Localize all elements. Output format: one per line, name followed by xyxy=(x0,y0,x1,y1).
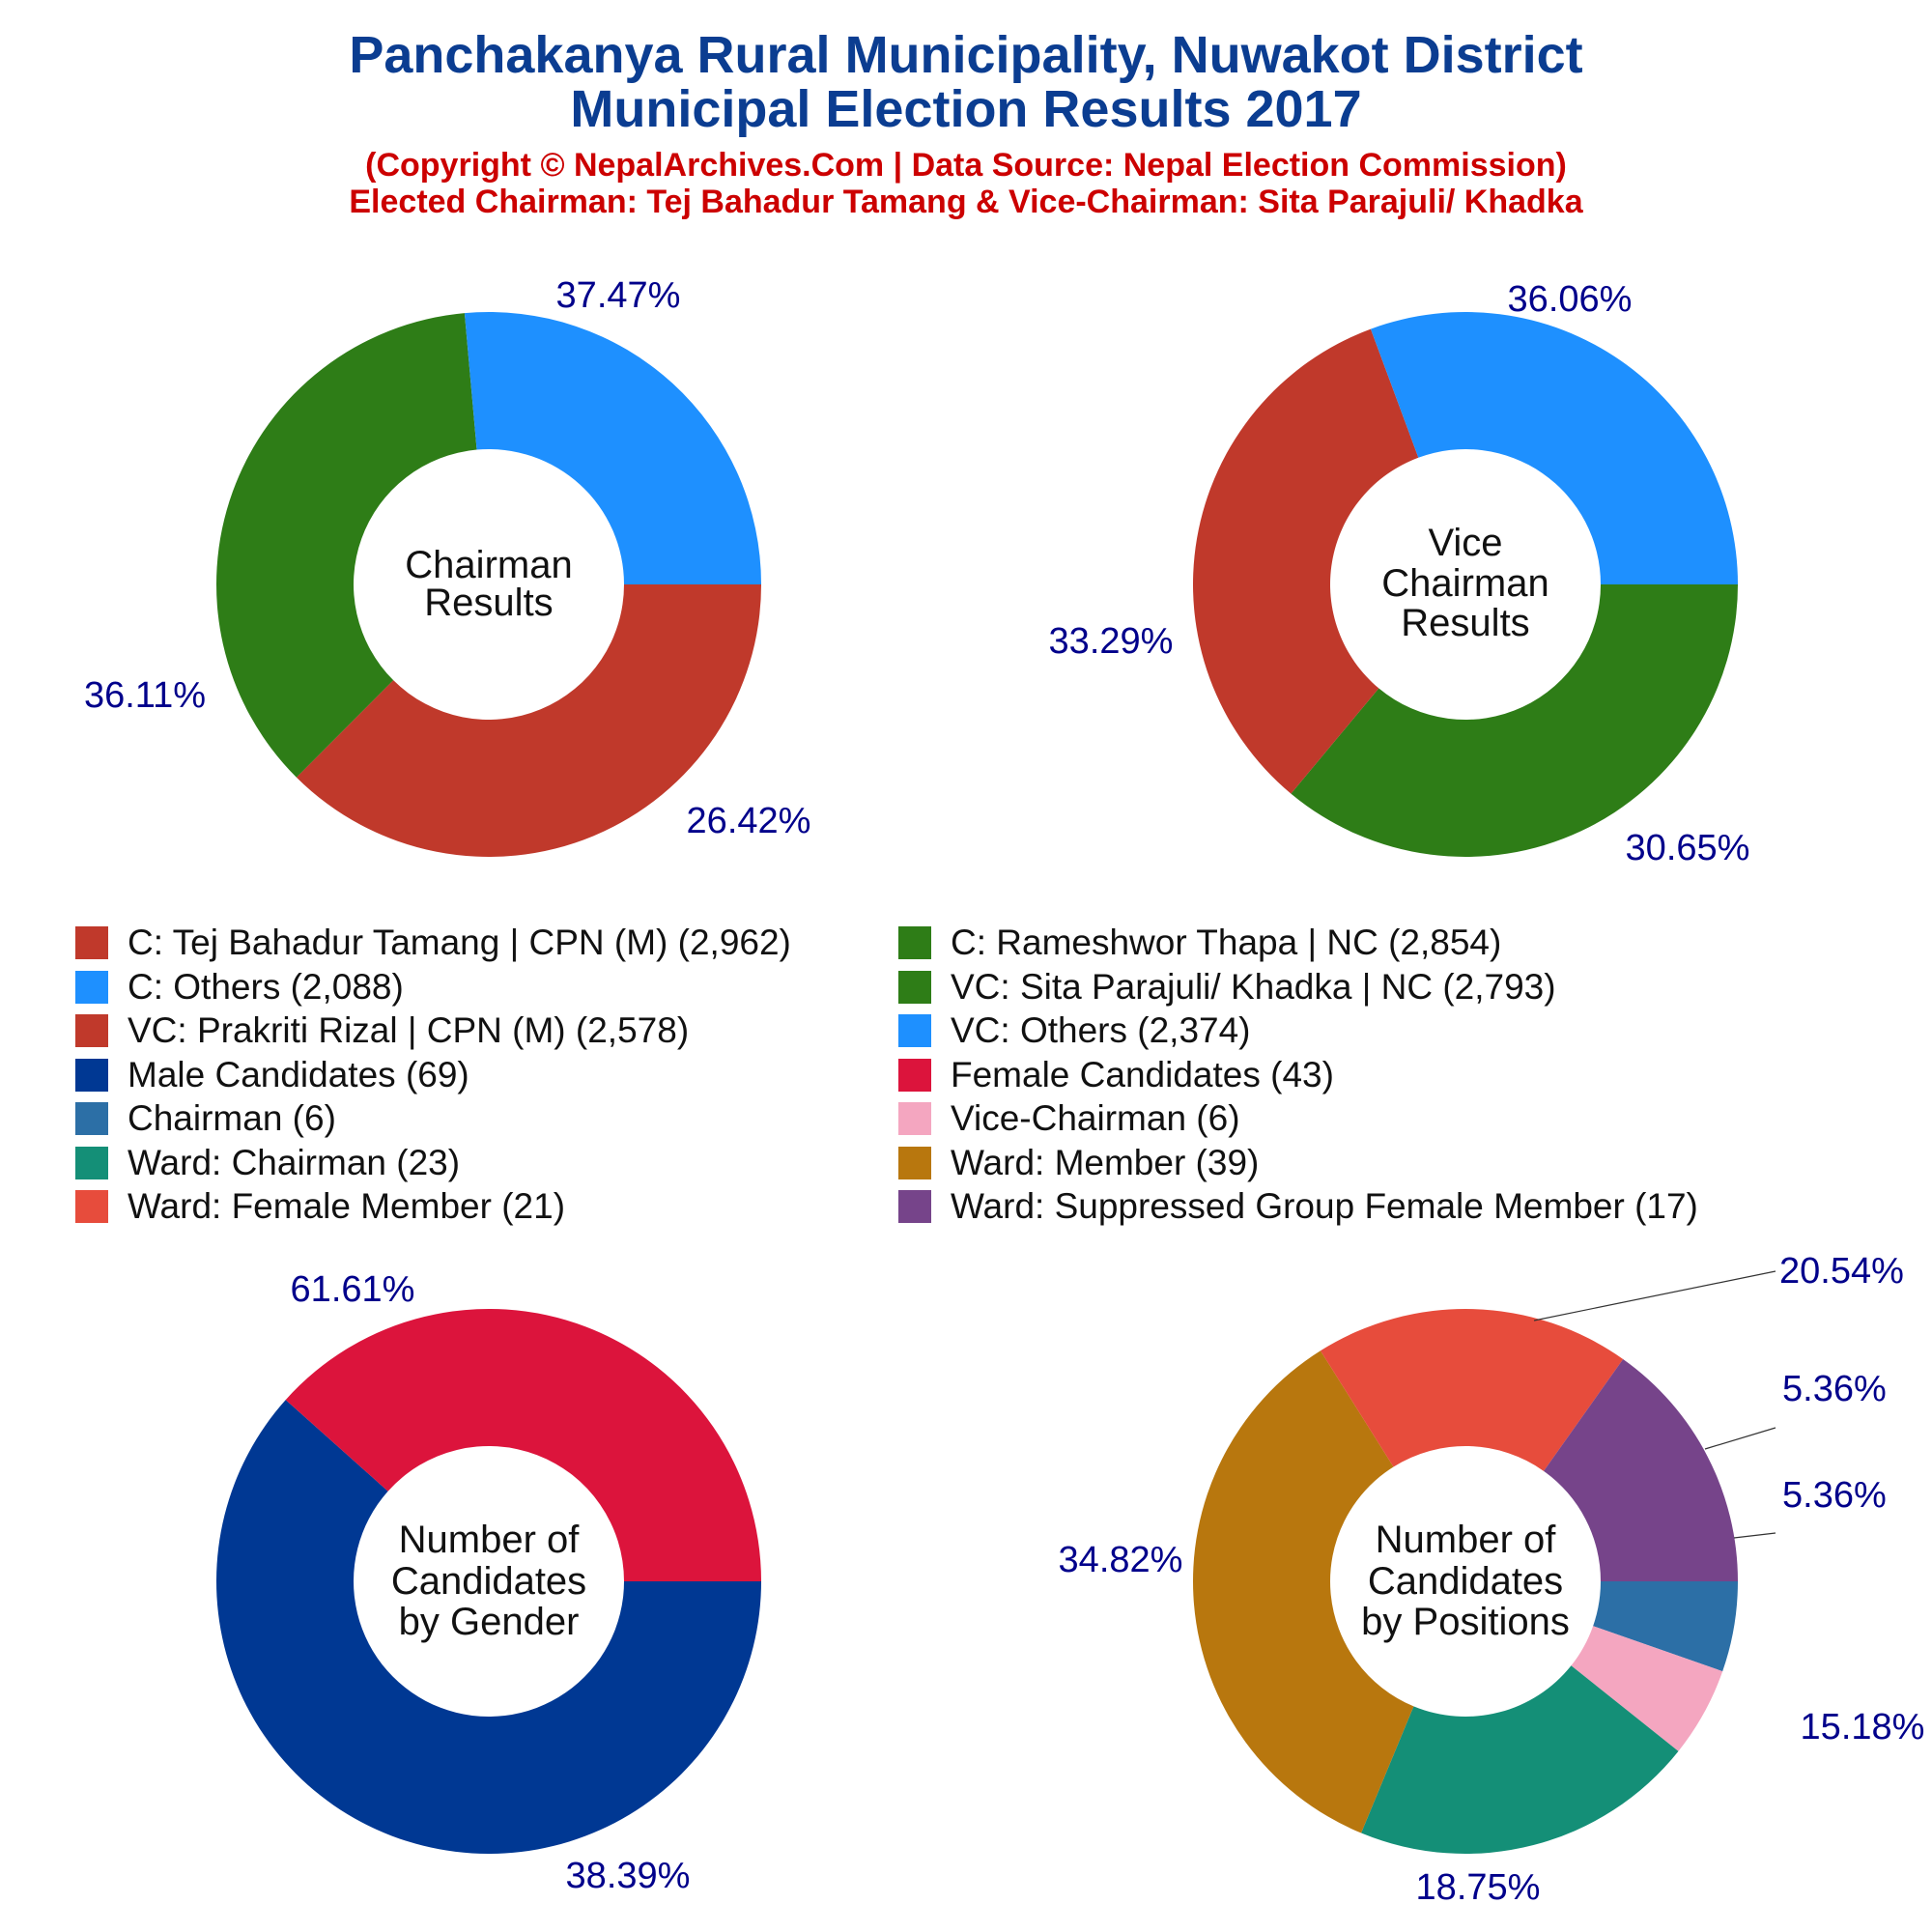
slice-male-candidates xyxy=(215,1400,762,1855)
slice-c-tej-bahadur-tamang-cpn-m xyxy=(296,584,761,857)
slice-chairman xyxy=(1593,1581,1738,1672)
slice-vc-prakriti-rizal-cpn-m xyxy=(1193,328,1419,794)
center-label: Vice xyxy=(1428,522,1502,564)
slice-ward-female-member xyxy=(1320,1308,1624,1471)
percent-label-chairman: 5.36% xyxy=(1782,1475,1887,1516)
percent-label-female-candidates: 38.39% xyxy=(566,1856,691,1896)
slice-vice-chairman xyxy=(1571,1626,1723,1751)
slice-female-candidates xyxy=(285,1308,761,1581)
center-label: Candidates xyxy=(1368,1560,1563,1603)
percent-label-vc-others: 30.65% xyxy=(1626,828,1750,868)
center-label: by Positions xyxy=(1361,1601,1570,1643)
slice-ward-suppressed-group-female-member xyxy=(1544,1359,1738,1581)
candidates-by-positions-donut: 5.36% 5.36% 20.54% 34.82% 18.75% 15.18% Number… xyxy=(1059,1251,1925,1908)
center-label: Candidates xyxy=(391,1560,586,1603)
leader-line xyxy=(1533,1270,1776,1321)
percent-label-ward-member: 34.82% xyxy=(1059,1540,1183,1580)
page-title: Panchakanya Rural Municipality, Nuwakot … xyxy=(349,26,1583,84)
percent-label-c-tej-bahadur-tamang-cpn-m: 37.47% xyxy=(556,275,681,316)
center-label: Number of xyxy=(1376,1519,1557,1561)
elected-subtitle: Elected Chairman: Tej Bahadur Tamang & V… xyxy=(349,184,1583,220)
slice-vc-others xyxy=(1370,312,1738,584)
leader-line xyxy=(1733,1532,1776,1539)
slice-ward-member xyxy=(1192,1350,1414,1833)
center-label: Results xyxy=(424,582,553,624)
slice-vc-sita-parajuli-khadka-nc xyxy=(1291,584,1738,857)
percent-label-ward-female-member: 18.75% xyxy=(1416,1867,1541,1908)
slice-ward-chairman xyxy=(1361,1665,1679,1854)
percent-label-vc-sita-parajuli-khadka-nc: 36.06% xyxy=(1508,279,1633,320)
percent-label-ward-chairman: 20.54% xyxy=(1779,1251,1904,1292)
percent-label-vc-prakriti-rizal-cpn-m: 33.29% xyxy=(1049,621,1174,662)
leader-line xyxy=(1704,1427,1776,1450)
center-label: Results xyxy=(1401,602,1529,644)
percent-label-c-others: 26.42% xyxy=(687,801,811,841)
percent-label-ward-suppressed-group-female-member: 15.18% xyxy=(1801,1707,1925,1747)
page-title-line2: Municipal Election Results 2017 xyxy=(570,80,1362,138)
center-label: Chairman xyxy=(405,544,572,586)
copyright-subtitle: (Copyright © NepalArchives.Com | Data So… xyxy=(365,147,1567,184)
percent-label-vice-chairman: 5.36% xyxy=(1782,1369,1887,1409)
percent-label-male-candidates: 61.61% xyxy=(291,1269,415,1310)
slice-c-others xyxy=(464,311,761,584)
slice-c-rameshwor-thapa-nc xyxy=(216,313,477,778)
center-label: by Gender xyxy=(399,1601,580,1643)
percent-label-c-rameshwor-thapa-nc: 36.11% xyxy=(84,675,206,716)
center-label: Number of xyxy=(399,1519,581,1561)
center-label: Chairman xyxy=(1381,562,1548,605)
